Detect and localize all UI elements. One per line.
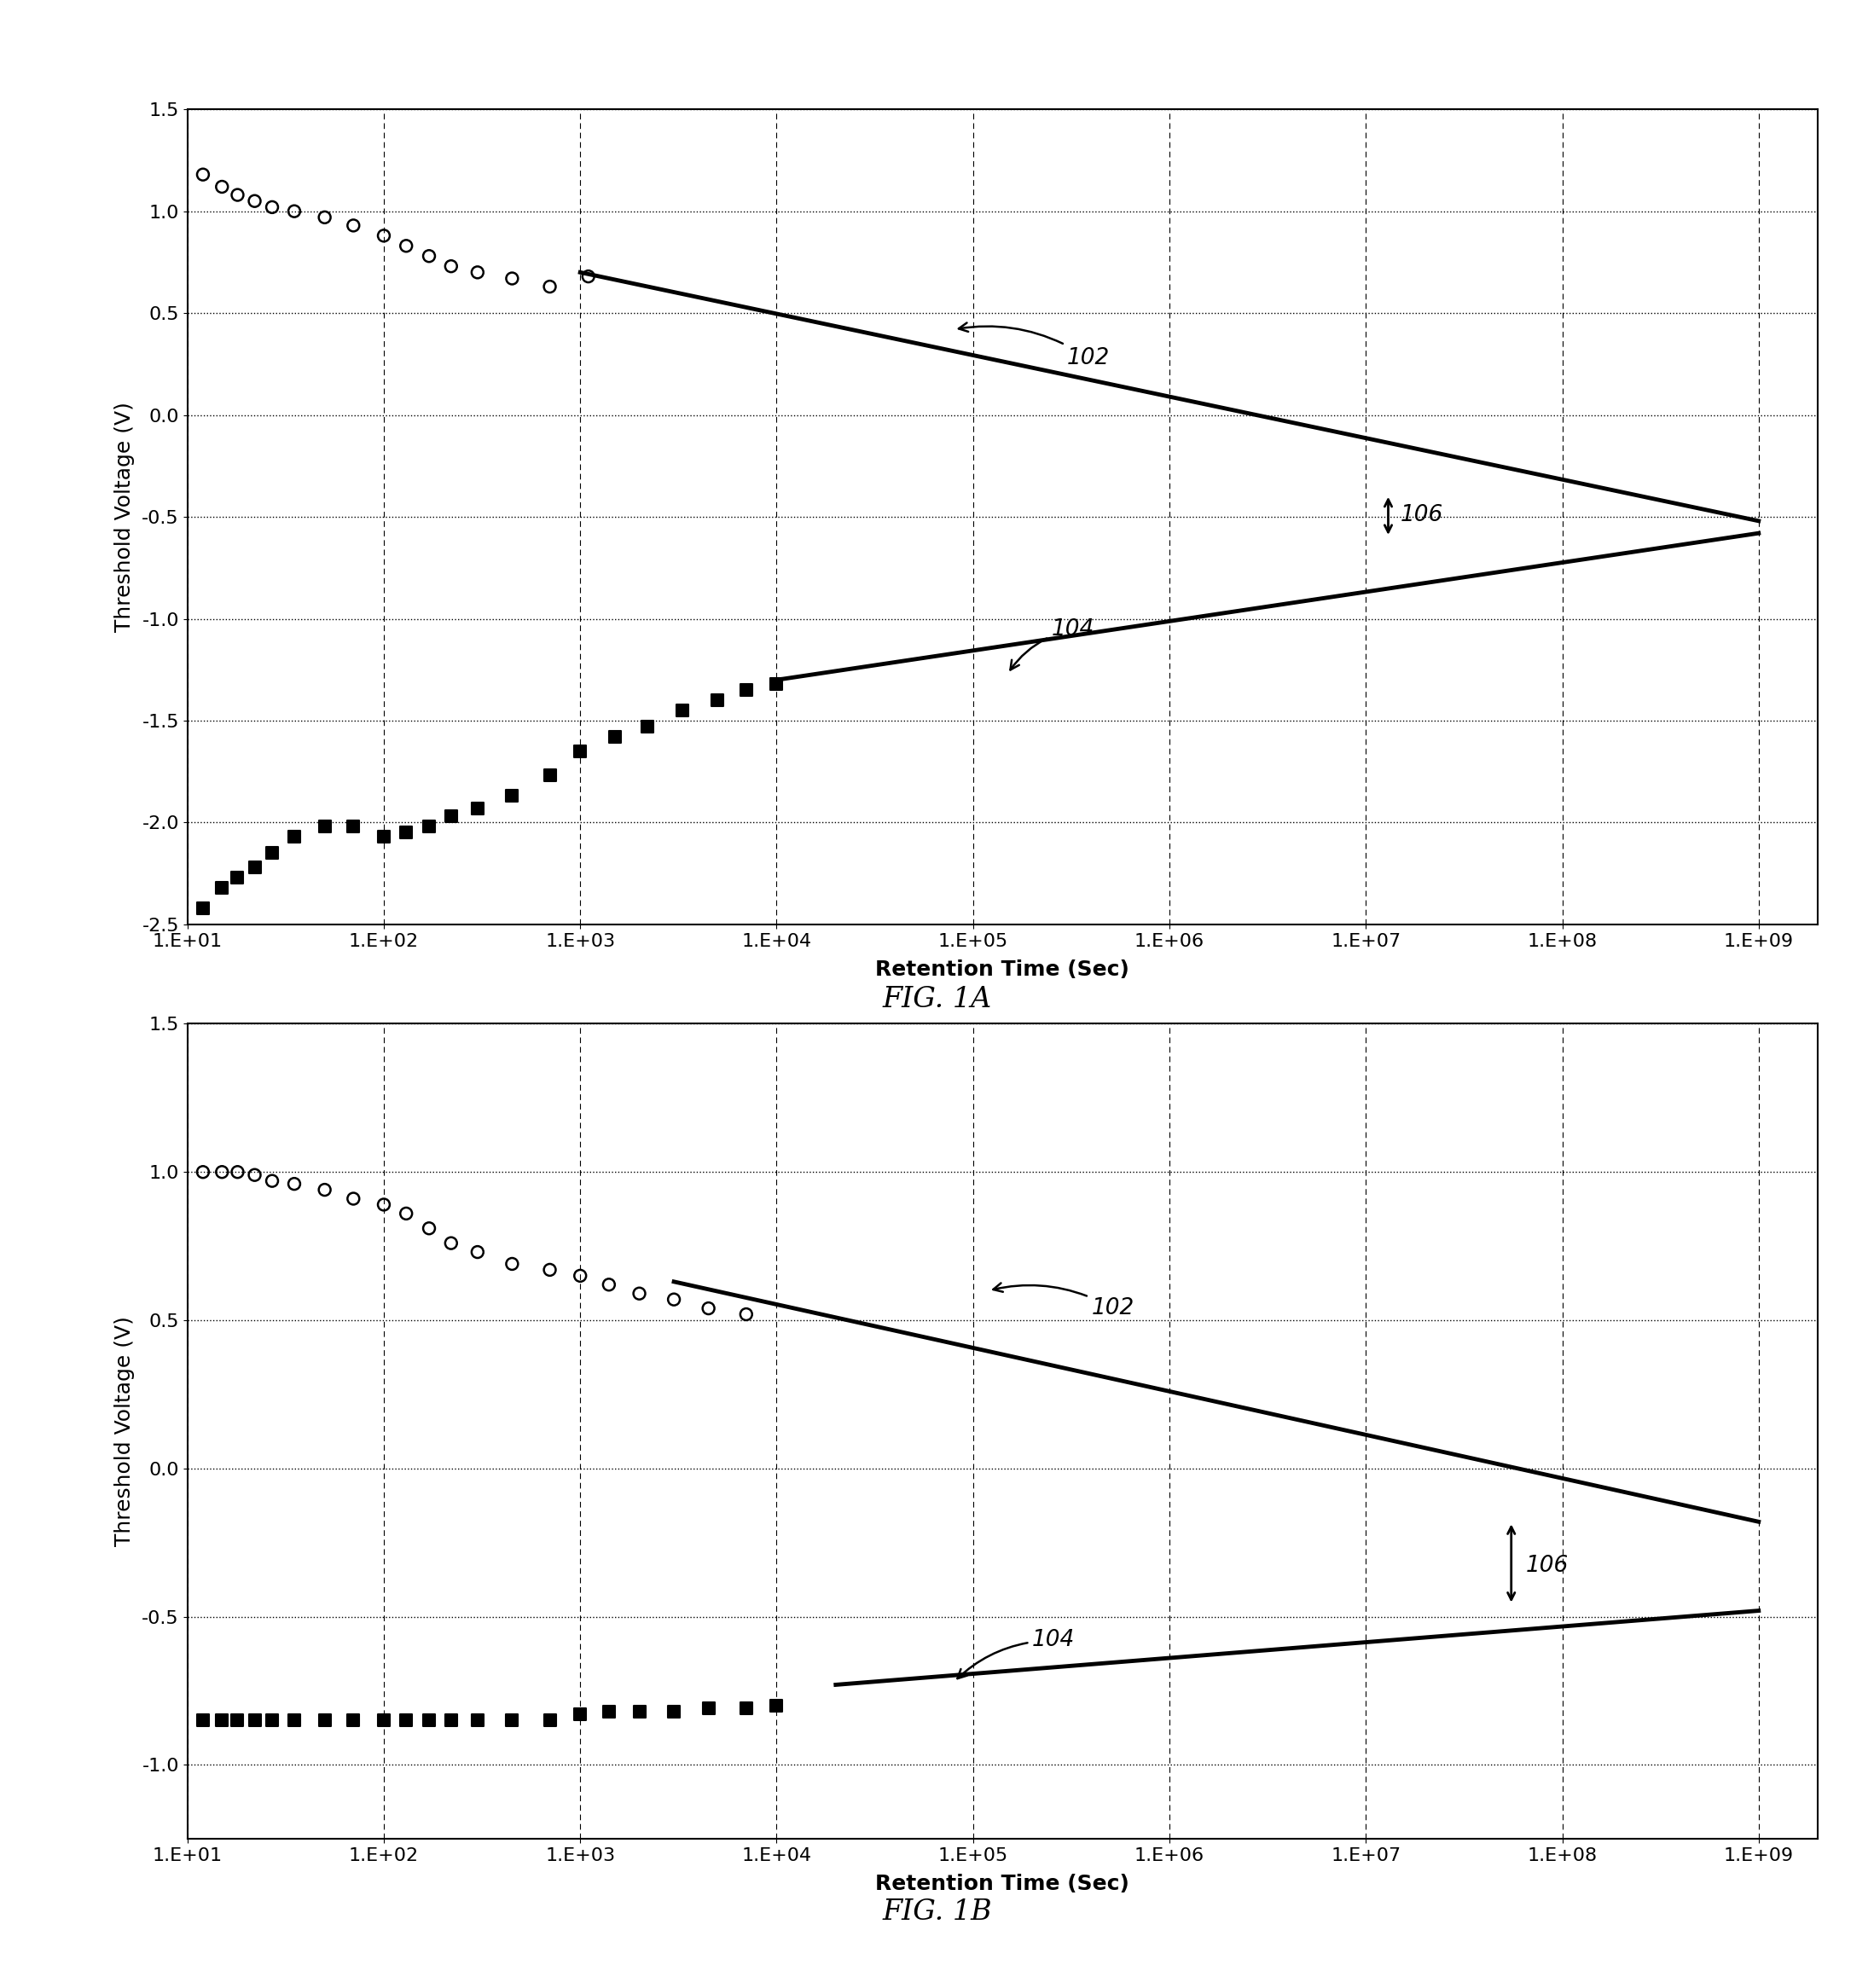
Text: FIG. 1A: FIG. 1A [883, 986, 991, 1014]
Point [392, 1197, 422, 1229]
Point [223, 179, 253, 211]
Point [369, 221, 399, 252]
Point [731, 1692, 761, 1724]
Point [624, 1278, 654, 1310]
Point [309, 1173, 339, 1205]
Point [463, 1704, 493, 1736]
Point [206, 1704, 236, 1736]
Point [534, 1254, 564, 1286]
Point [369, 1189, 399, 1221]
Point [223, 1157, 253, 1189]
Point [573, 260, 603, 292]
Point [534, 1704, 564, 1736]
Point [761, 1690, 791, 1722]
Point [534, 759, 564, 791]
Point [703, 684, 733, 716]
Point [497, 779, 527, 811]
Point [240, 185, 270, 217]
Point [392, 817, 422, 849]
Point [594, 1268, 624, 1300]
Point [279, 1704, 309, 1736]
Point [392, 231, 422, 262]
Point [437, 1227, 467, 1258]
Point [339, 811, 369, 843]
Point [279, 1169, 309, 1201]
Point [257, 1165, 287, 1197]
Text: 106: 106 [1400, 503, 1443, 527]
Point [414, 1704, 444, 1736]
X-axis label: Retention Time (Sec): Retention Time (Sec) [875, 960, 1130, 980]
Point [257, 837, 287, 869]
Point [463, 256, 493, 288]
Point [566, 1698, 596, 1730]
Point [223, 1704, 253, 1736]
Point [309, 811, 339, 843]
Point [369, 1704, 399, 1736]
Point [339, 209, 369, 241]
Point [187, 1157, 217, 1189]
Point [497, 1704, 527, 1736]
Point [392, 1704, 422, 1736]
Point [279, 195, 309, 227]
Point [497, 262, 527, 294]
Point [667, 694, 697, 726]
Point [731, 674, 761, 706]
Point [633, 712, 663, 744]
Point [437, 801, 467, 833]
Point [624, 1696, 654, 1728]
Point [240, 1704, 270, 1736]
Text: 102: 102 [993, 1282, 1134, 1320]
Text: FIG. 1B: FIG. 1B [883, 1899, 991, 1926]
Point [761, 668, 791, 700]
Y-axis label: Threshold Voltage (V): Threshold Voltage (V) [114, 1316, 135, 1547]
Point [414, 241, 444, 272]
Point [187, 1704, 217, 1736]
Point [309, 1704, 339, 1736]
Point [369, 821, 399, 853]
Point [463, 1237, 493, 1268]
Point [731, 1298, 761, 1330]
Point [257, 1704, 287, 1736]
Point [206, 873, 236, 905]
Point [223, 861, 253, 893]
Y-axis label: Threshold Voltage (V): Threshold Voltage (V) [114, 402, 135, 632]
Text: 104: 104 [1010, 618, 1094, 670]
Point [594, 1696, 624, 1728]
Point [240, 851, 270, 883]
Point [534, 270, 564, 302]
Point [187, 893, 217, 924]
Point [339, 1704, 369, 1736]
Point [600, 722, 630, 753]
Point [206, 1157, 236, 1189]
Point [187, 159, 217, 191]
Text: 102: 102 [959, 322, 1109, 370]
Point [497, 1248, 527, 1280]
Point [693, 1292, 723, 1324]
Point [206, 171, 236, 203]
Point [257, 191, 287, 223]
Point [437, 1704, 467, 1736]
Point [660, 1696, 690, 1728]
Point [339, 1183, 369, 1215]
Point [437, 250, 467, 282]
Point [240, 1159, 270, 1191]
Point [566, 736, 596, 767]
X-axis label: Retention Time (Sec): Retention Time (Sec) [875, 1875, 1130, 1895]
Point [414, 811, 444, 843]
Text: 104: 104 [958, 1630, 1076, 1678]
Point [693, 1692, 723, 1724]
Point [279, 821, 309, 853]
Text: 106: 106 [1525, 1555, 1569, 1576]
Point [463, 793, 493, 825]
Point [566, 1260, 596, 1292]
Point [309, 201, 339, 233]
Point [414, 1213, 444, 1244]
Point [660, 1284, 690, 1316]
